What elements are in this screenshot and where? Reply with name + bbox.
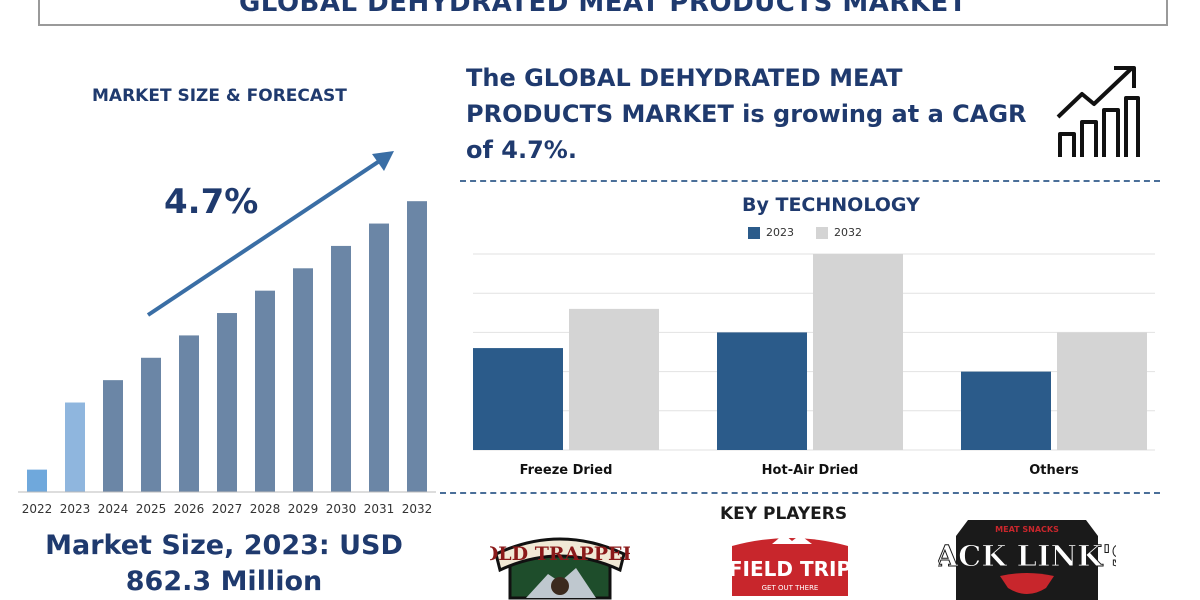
year-label-2022: 2022 xyxy=(22,502,53,516)
year-label-2023: 2023 xyxy=(60,502,91,516)
year-label-2028: 2028 xyxy=(250,502,281,516)
year-label-2027: 2027 xyxy=(212,502,243,516)
tech-bar-hot-air-dried-2023 xyxy=(717,332,807,450)
tech-bar-others-2032 xyxy=(1057,332,1147,450)
cagr-statement-line-3: of 4.7%. xyxy=(466,136,577,164)
market-bar-2026 xyxy=(179,335,199,492)
cagr-statement-line-2: PRODUCTS MARKET is growing at a CAGR xyxy=(466,100,1027,128)
tech-bar-hot-air-dried-2032 xyxy=(813,254,903,450)
market-size-line-1: Market Size, 2023: USD xyxy=(45,530,403,561)
svg-text:OLD TRAPPER: OLD TRAPPER xyxy=(490,543,630,565)
page-title: GLOBAL DEHYDRATED MEAT PRODUCTS MARKET xyxy=(238,0,968,18)
market-bar-2025 xyxy=(141,357,161,492)
divider-top xyxy=(460,180,1160,182)
market-bar-2022 xyxy=(27,469,47,492)
legend-swatch-2032 xyxy=(816,226,828,239)
year-label-2026: 2026 xyxy=(174,502,205,516)
legend-label-2032: 2032 xyxy=(834,226,862,239)
tech-bar-freeze-dried-2023 xyxy=(473,348,563,450)
market-size-line-2: 862.3 Million xyxy=(125,566,323,597)
growth-chart-icon xyxy=(1056,66,1140,157)
technology-heading: By TECHNOLOGY xyxy=(742,194,920,216)
legend-item-2032: 2032 xyxy=(816,226,862,239)
tech-category-label: Hot-Air Dried xyxy=(762,463,859,478)
year-label-2025: 2025 xyxy=(136,502,167,516)
svg-text:MEAT SNACKS: MEAT SNACKS xyxy=(995,525,1059,534)
market-bar-2024 xyxy=(103,380,123,492)
growth-arrow xyxy=(146,156,386,317)
svg-text:GET OUT THERE: GET OUT THERE xyxy=(762,584,819,592)
tech-category-label: Freeze Dried xyxy=(520,463,613,478)
divider-bottom xyxy=(440,492,1160,494)
key-players-heading: KEY PLAYERS xyxy=(720,504,848,524)
market-size-text: Market Size, 2023: USD 862.3 Million xyxy=(14,528,434,600)
year-label-2031: 2031 xyxy=(364,502,395,516)
market-bar-2030 xyxy=(331,245,351,492)
market-size-chart: 2022 2023 2024 2025 2026 2027 2028 2029 2030 2031… xyxy=(18,151,436,516)
market-bar-2027 xyxy=(217,313,237,492)
year-label-2029: 2029 xyxy=(288,502,319,516)
svg-text:JACK LINK'S: JACK LINK'S xyxy=(938,539,1116,573)
legend-item-2023: 2023 xyxy=(748,226,794,239)
legend-swatch-2023 xyxy=(748,226,760,239)
tech-bar-freeze-dried-2032 xyxy=(569,308,659,450)
legend-label-2023: 2023 xyxy=(766,226,794,239)
technology-legend: 2023 2032 xyxy=(748,226,862,239)
year-label-2024: 2024 xyxy=(98,502,129,516)
market-size-heading: MARKET SIZE & FORECAST xyxy=(92,86,347,106)
technology-chart: Freeze Dried Hot-Air Dried Others xyxy=(473,253,1155,478)
year-label-2030: 2030 xyxy=(326,502,357,516)
market-bar-2029 xyxy=(293,268,313,492)
tech-category-label: Others xyxy=(1029,463,1079,478)
old-trapper-logo: OLD TRAPPER xyxy=(490,537,630,600)
svg-text:FIELD TRIP: FIELD TRIP xyxy=(729,557,851,581)
cagr-statement: The GLOBAL DEHYDRATED MEAT PRODUCTS MARK… xyxy=(466,60,1056,168)
market-bar-2031 xyxy=(369,223,389,493)
market-bar-2023 xyxy=(65,402,85,492)
tech-bar-others-2023 xyxy=(961,371,1051,450)
cagr-annotation: 4.7% xyxy=(164,182,259,222)
year-label-2032: 2032 xyxy=(402,502,433,516)
growth-arrowhead xyxy=(372,151,394,171)
market-bar-2028 xyxy=(255,290,275,492)
title-banner: GLOBAL DEHYDRATED MEAT PRODUCTS MARKET xyxy=(38,0,1168,26)
field-trip-logo: FIELD TRIP GET OUT THERE xyxy=(729,534,851,596)
cagr-statement-line-1: The GLOBAL DEHYDRATED MEAT xyxy=(466,64,903,92)
market-bar-2032 xyxy=(407,201,427,492)
jack-links-logo: MEAT SNACKS JACK LINK'S xyxy=(938,520,1116,600)
